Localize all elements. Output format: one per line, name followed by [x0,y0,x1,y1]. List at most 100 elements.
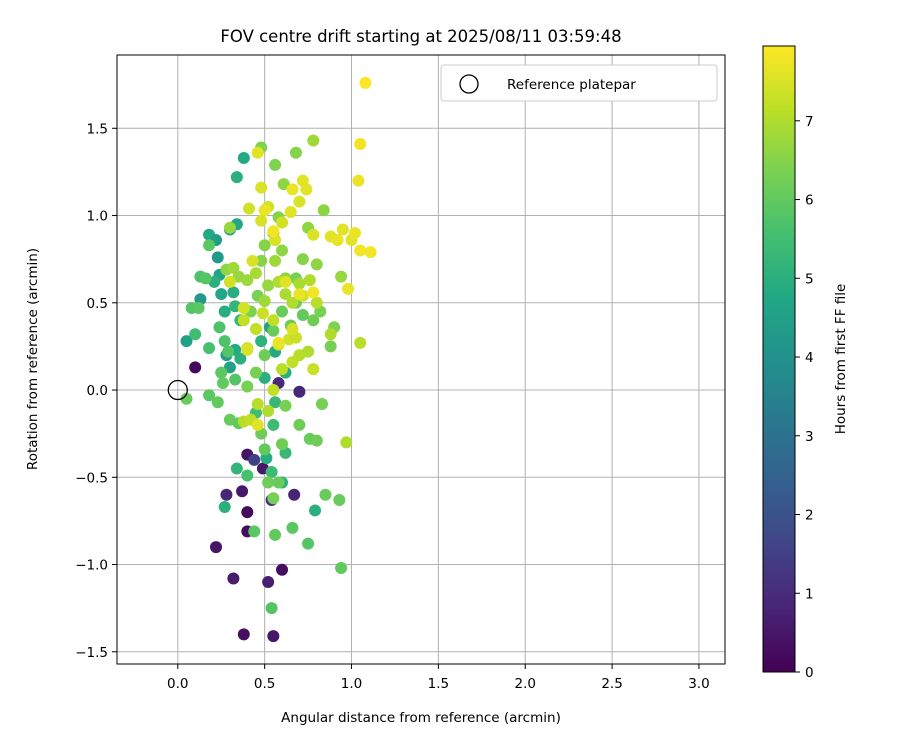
scatter-point [307,134,320,147]
legend: Reference platepar [440,64,718,102]
scatter-point [276,563,289,576]
scatter-point [293,385,306,398]
scatter-point [236,485,249,498]
scatter-point [180,392,193,405]
legend-open-circle-icon [459,74,479,94]
scatter-point [296,174,309,187]
scatter-point [189,361,202,374]
scatter-point [265,602,278,615]
scatter-point [267,225,280,238]
scatter-point [246,254,259,267]
y-tick-label: −1.5 [75,645,108,661]
scatter-point [241,469,254,482]
scatter-point [279,399,292,412]
scatter-point [307,314,320,327]
scatter-point [335,270,348,283]
scatter-points [180,76,377,643]
scatter-point [272,476,285,489]
scatter-point [237,302,250,315]
scatter-point [256,307,269,320]
scatter-point [293,277,306,290]
scatter-point [269,528,282,541]
y-tick-label: 1.5 [87,121,108,137]
scatter-point [340,436,353,449]
scatter-point [229,373,242,386]
grid-lines [117,55,725,664]
colorbar-gradient [762,45,796,673]
scatter-point [255,181,268,194]
colorbar-tick-label: 7 [805,114,814,130]
scatter-point [352,174,365,187]
y-tick-label: 0.5 [87,296,108,312]
scatter-point [223,361,236,374]
scatter-point [284,206,297,219]
scatter-point [277,178,290,191]
scatter-point [255,254,268,267]
y-tick-label: 0.0 [87,383,108,399]
scatter-point [324,328,337,341]
scatter-point [293,288,306,301]
scatter-point [269,158,282,171]
scatter-point [218,500,231,513]
scatter-point [248,453,261,466]
scatter-point [262,575,275,588]
scatter-point [286,322,299,335]
scatter-point [241,380,254,393]
scatter-point [203,389,216,402]
scatter-point [223,275,236,288]
scatter-point [251,146,264,159]
scatter-point [348,226,361,239]
colorbar-label: Hours from first FF file [833,284,849,435]
scatter-point [230,462,243,475]
scatter-point [307,286,320,299]
scatter-point [223,221,236,234]
x-tick-label: 1.5 [428,676,449,692]
scatter-point [317,204,330,217]
scatter-point [258,239,271,252]
scatter-point [269,254,282,267]
scatter-point [310,434,323,447]
scatter-point [335,562,348,575]
scatter-point [302,537,315,550]
scatter-point [267,630,280,643]
scatter-point [203,342,216,355]
scatter-point [215,288,228,301]
scatter-point [249,366,262,379]
scatter-point [354,137,367,150]
scatter-point [296,309,309,322]
scatter-point [227,286,240,299]
colorbar-tick-label: 0 [805,665,814,681]
scatter-point [216,377,229,390]
scatter-point [303,274,316,287]
x-tick-label: 1.0 [341,676,362,692]
scatter-point [272,336,285,349]
scatter-point [276,305,289,318]
scatter-point [237,151,250,164]
colorbar: 0 1 2 3 4 5 6 7 Hours from first FF file [762,45,849,681]
scatter-point [267,492,280,505]
scatter-point [319,488,332,501]
scatter-point [269,396,282,409]
scatter-point [251,418,264,431]
scatter-point [276,244,289,257]
colorbar-tick-label: 2 [805,508,814,524]
scatter-point [192,302,205,315]
y-axis-label: Rotation from reference (arcmin) [25,248,41,470]
scatter-point [286,183,299,196]
scatter-point [324,340,337,353]
colorbar-tick-label: 1 [805,586,814,602]
scatter-point [265,466,278,479]
scatter-point [222,345,235,358]
y-tick-label: 1.0 [87,209,108,225]
scatter-point [310,296,323,309]
scatter-point [364,246,377,259]
scatter-point [227,261,240,274]
scatter-point [237,314,250,327]
scatter-point [267,384,280,397]
scatter-point [276,363,289,376]
x-tick-label: 3.0 [688,676,709,692]
scatter-point [211,396,224,409]
scatter-point [267,314,280,327]
legend-label: Reference platepar [507,77,636,93]
reference-layer [167,379,188,401]
